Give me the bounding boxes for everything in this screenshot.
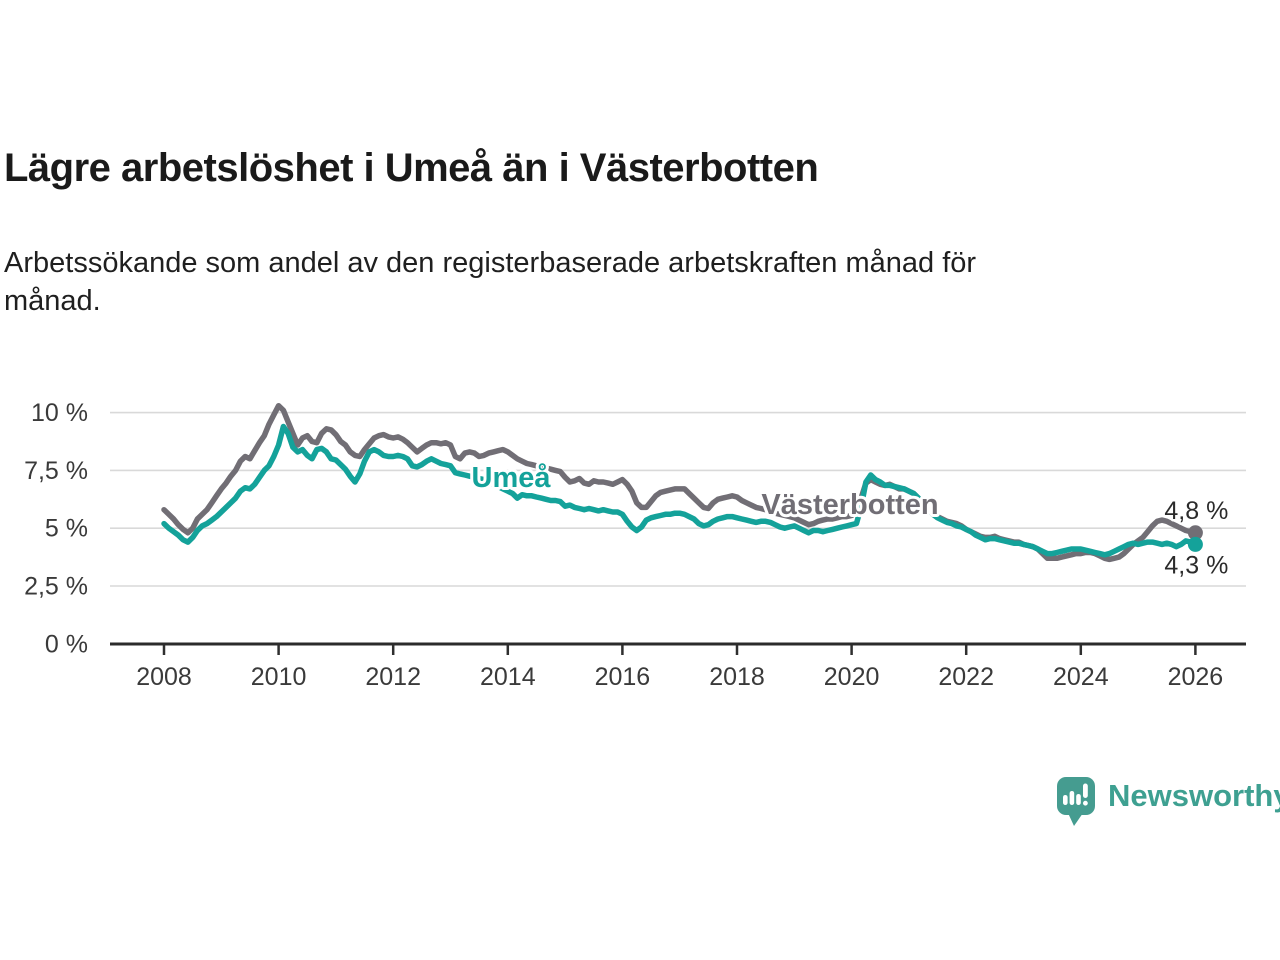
- x-axis-tick-label: 2022: [938, 663, 994, 691]
- series-line-västerbotten: [161, 402, 1199, 563]
- newsworthy-logo: Newsworthy: [1056, 776, 1280, 828]
- x-axis-tick-label: 2010: [251, 663, 307, 691]
- x-axis-tick-label: 2012: [365, 663, 421, 691]
- x-axis-tick-label: 2020: [824, 663, 880, 691]
- x-axis-tick-label: 2018: [709, 663, 765, 691]
- y-axis-tick-label: 5 %: [45, 515, 88, 543]
- x-axis-tick-label: 2008: [136, 663, 192, 691]
- x-axis-tick-label: 2026: [1168, 663, 1224, 691]
- end-dot-umeå: [1187, 536, 1203, 552]
- y-axis-tick-label: 10 %: [31, 399, 88, 427]
- newsworthy-bubble-chart-icon: [1057, 777, 1095, 826]
- page-title: Lägre arbetslöshet i Umeå än i Västerbot…: [4, 146, 819, 190]
- newsworthy-wordmark: Newsworthy: [1108, 778, 1280, 813]
- y-axis-tick-label: 0 %: [45, 630, 88, 658]
- x-axis-tick-label: 2024: [1053, 663, 1109, 691]
- end-value-label-västerbotten: 4,8 %: [1164, 497, 1228, 525]
- y-axis-tick-label: 2,5 %: [24, 573, 88, 601]
- series-label-umeå: Umeå: [472, 462, 552, 494]
- x-axis-tick-label: 2014: [480, 663, 536, 691]
- end-dot-västerbotten: [1187, 525, 1203, 541]
- chart-subtitle: Arbetssökande som andel av den registerb…: [4, 244, 1204, 320]
- series-line-umeå: [161, 423, 1199, 558]
- series-label-västerbotten: Västerbotten: [761, 489, 938, 521]
- chart-subtitle-line1: Arbetssökande som andel av den registerb…: [4, 247, 977, 279]
- y-axis-tick-label: 7,5 %: [24, 457, 88, 485]
- end-value-label-umeå: 4,3 %: [1164, 551, 1228, 579]
- x-axis-tick-label: 2016: [595, 663, 651, 691]
- chart-subtitle-line2: månad.: [4, 285, 101, 317]
